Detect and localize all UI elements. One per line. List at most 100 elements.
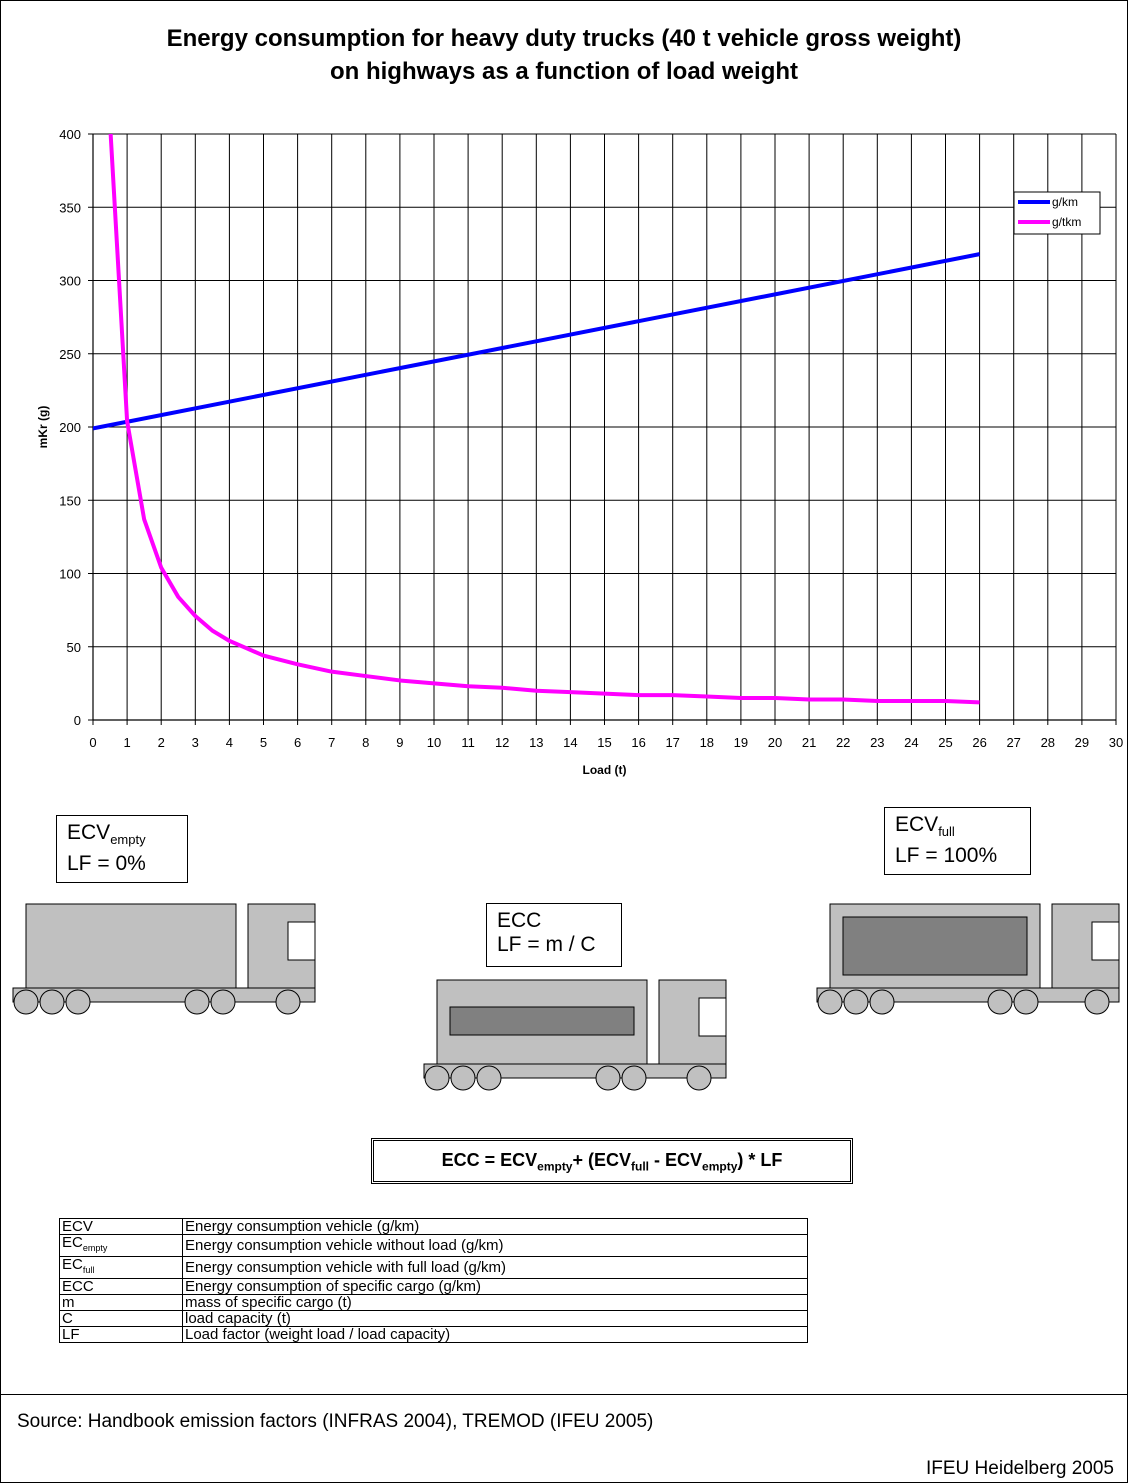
wheel (184, 989, 210, 1015)
x-tick-label: 3 (192, 735, 199, 750)
definition-desc: Energy consumption vehicle without load … (182, 1234, 808, 1257)
definition-key: C (59, 1310, 183, 1327)
definitions-table: ECV Energy consumption vehicle (g/km) ECem… (59, 1218, 808, 1343)
cargo (842, 916, 1028, 976)
x-tick-label: 21 (802, 735, 816, 750)
wheel (13, 989, 39, 1015)
x-tick-label: 6 (294, 735, 301, 750)
x-axis-label: Load (t) (583, 763, 627, 777)
chart-svg: 0 1 2 3 4 5 6 7 8 9 10 11 12 13 14 15 16 17 18 19 20 21 22 23 24… (36, 127, 1123, 777)
wheel (621, 1065, 647, 1091)
definition-key: LF (59, 1326, 183, 1343)
box-ecv-full: ECVfull LF = 100% (884, 807, 1031, 875)
x-tick-label: 22 (836, 735, 850, 750)
wheel (65, 989, 91, 1015)
title-line-2: on highways as a function of load weight (329, 58, 799, 85)
definition-desc: Energy consumption of specific cargo (g/… (182, 1278, 808, 1295)
y-tick-label: 150 (59, 493, 81, 508)
wheel (595, 1065, 621, 1091)
definition-key: ECV (59, 1218, 183, 1235)
y-tick-label: 250 (59, 347, 81, 362)
y-tick-label: 200 (59, 420, 81, 435)
source-text: Source: Handbook emission factors (INFRA… (17, 1411, 654, 1432)
definition-row: ECfull Energy consumption vehicle with fu… (59, 1256, 808, 1279)
x-tick-label: 27 (1006, 735, 1020, 750)
definition-desc: Load factor (weight load / load capacity… (182, 1326, 808, 1343)
wheel (275, 989, 301, 1015)
credit-text: IFEU Heidelberg 2005 (926, 1458, 1114, 1479)
definition-row: ECV Energy consumption vehicle (g/km) (59, 1218, 808, 1235)
legend-label: g/km (1052, 195, 1078, 209)
y-tick-label: 300 (59, 274, 81, 289)
x-tick-label: 30 (1109, 735, 1123, 750)
cargo (449, 1006, 635, 1036)
wheel (39, 989, 65, 1015)
definition-key: ECempty (59, 1234, 183, 1257)
y-tick-label: 350 (59, 200, 81, 215)
y-axis-label: mKr (g) (36, 406, 50, 449)
wheel (987, 989, 1013, 1015)
definition-desc: Energy consumption vehicle (g/km) (182, 1218, 808, 1235)
x-tick-label: 29 (1075, 735, 1089, 750)
wheel (210, 989, 236, 1015)
wheel (817, 989, 843, 1015)
box-ecv-empty: ECVempty LF = 0% (56, 815, 188, 883)
footer-separator (0, 1394, 1128, 1395)
series-line-g-tkm (108, 134, 980, 705)
wheel (686, 1065, 712, 1091)
box-ecv-full-label: ECVfull (895, 813, 955, 840)
x-tick-label: 0 (89, 735, 96, 750)
definition-key: m (59, 1294, 183, 1311)
y-tick-label: 0 (74, 713, 81, 728)
formula-box: ECC = ECVempty+ (ECVfull - ECVempty) * L… (371, 1138, 853, 1184)
legend-label: g/tkm (1052, 215, 1081, 229)
x-tick-label: 26 (972, 735, 986, 750)
title-line-1: Energy consumption for heavy duty trucks… (166, 25, 962, 52)
box-ecv-full-lf: LF = 100% (895, 844, 998, 868)
box-ecv-empty-lf: LF = 0% (67, 852, 146, 876)
trailer-body (25, 903, 237, 989)
truck-full (816, 903, 1120, 1015)
box-ecc-label: ECC (497, 909, 542, 932)
wheel (476, 1065, 502, 1091)
x-tick-label: 8 (362, 735, 369, 750)
cab-window (698, 997, 727, 1037)
x-tick-label: 16 (631, 735, 645, 750)
x-tick-label: 15 (597, 735, 611, 750)
x-tick-label: 9 (396, 735, 403, 750)
definition-desc: load capacity (t) (182, 1310, 808, 1327)
x-tick-label: 4 (226, 735, 233, 750)
cab-window (1091, 921, 1120, 961)
definition-desc: mass of specific cargo (t) (182, 1294, 808, 1311)
wheel (843, 989, 869, 1015)
box-ecc: ECC LF = m / C (486, 903, 622, 967)
definition-desc: Energy consumption vehicle with full loa… (182, 1256, 808, 1279)
x-tick-label: 25 (938, 735, 952, 750)
wheel (1084, 989, 1110, 1015)
box-ecc-lf: LF = m / C (497, 933, 596, 956)
definition-row: m mass of specific cargo (t) (59, 1294, 808, 1311)
definition-key: ECC (59, 1278, 183, 1295)
definition-key: ECfull (59, 1256, 183, 1279)
x-tick-label: 11 (461, 735, 475, 750)
y-tick-label: 100 (59, 567, 81, 582)
x-tick-label: 1 (123, 735, 130, 750)
series-line-g-km (93, 252, 980, 431)
x-tick-label: 13 (529, 735, 543, 750)
x-tick-label: 17 (665, 735, 679, 750)
wheel (450, 1065, 476, 1091)
y-tick-label: 400 (59, 127, 81, 142)
definition-row: ECC Energy consumption of specific cargo … (59, 1278, 808, 1295)
cab-window (287, 921, 316, 961)
x-tick-label: 19 (734, 735, 748, 750)
box-ecv-empty-label: ECVempty (67, 821, 146, 848)
x-tick-label: 20 (768, 735, 782, 750)
x-tick-label: 12 (495, 735, 509, 750)
x-tick-label: 28 (1041, 735, 1055, 750)
trucks-illustration (12, 903, 1120, 1091)
x-tick-label: 5 (260, 735, 267, 750)
wheel (869, 989, 895, 1015)
y-tick-label: 50 (67, 640, 81, 655)
chart-title: Energy consumption for heavy duty trucks… (0, 22, 1128, 88)
wheel (424, 1065, 450, 1091)
